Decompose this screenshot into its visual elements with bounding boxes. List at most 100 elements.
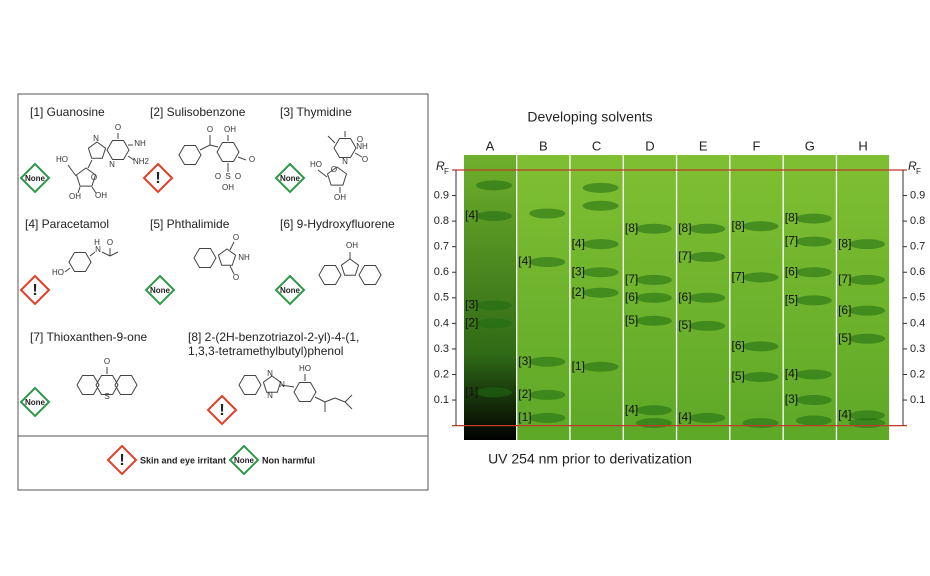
- tick-label: 0.3: [434, 343, 449, 355]
- ring: [95, 375, 119, 395]
- bond: [344, 394, 353, 403]
- bond: [77, 186, 81, 194]
- ring: [106, 140, 130, 160]
- hazard-text: !: [219, 402, 224, 419]
- band: [635, 418, 672, 429]
- ring: [293, 382, 317, 402]
- bond: [101, 251, 111, 257]
- atom-label: O: [331, 165, 337, 174]
- hazard-text: None: [280, 286, 301, 295]
- hazard-text: None: [25, 398, 46, 407]
- band: [582, 267, 619, 278]
- bond: [314, 396, 326, 403]
- band: [529, 257, 566, 268]
- band: [795, 267, 832, 278]
- band-label: [6]: [678, 290, 691, 304]
- band-label: [7]: [785, 234, 798, 248]
- band-label: [6]: [785, 264, 798, 278]
- band-label: [6]: [625, 290, 638, 304]
- band: [689, 320, 726, 331]
- band-label: [5]: [678, 318, 691, 332]
- band: [795, 213, 832, 224]
- atom-label: O: [249, 155, 255, 164]
- band: [582, 239, 619, 250]
- lane: [730, 155, 783, 440]
- band: [582, 361, 619, 372]
- band-label: [8]: [678, 221, 691, 235]
- atom-label: O: [107, 238, 113, 247]
- atom-label: NH: [238, 253, 250, 262]
- band: [742, 221, 779, 232]
- band-label: [7]: [732, 270, 745, 284]
- atom-label: O: [235, 172, 241, 181]
- axis-label: R: [436, 159, 445, 173]
- band-label: [3]: [518, 354, 531, 368]
- band: [849, 305, 886, 316]
- band-label: [3]: [465, 298, 478, 312]
- band: [635, 223, 672, 234]
- atom-label: O: [104, 357, 110, 366]
- bond: [237, 156, 247, 161]
- lane-name: A: [486, 138, 495, 153]
- ring: [340, 258, 360, 276]
- band-label: [2]: [518, 387, 531, 401]
- bond: [280, 384, 295, 388]
- lane-name: G: [805, 138, 815, 153]
- atom-label: NH2: [133, 157, 150, 166]
- tick-label: 0.8: [434, 215, 449, 227]
- bond: [354, 152, 363, 158]
- band: [529, 412, 566, 423]
- compound-name: [8] 2-(2H-benzotriazol-2-yl)-4-(1,: [188, 330, 359, 344]
- band-label: [1]: [572, 359, 585, 373]
- lane-name: E: [699, 138, 708, 153]
- legend-text: Skin and eye irritant: [140, 455, 226, 465]
- band: [476, 318, 512, 329]
- band: [582, 182, 619, 193]
- band-label: [4]: [625, 402, 638, 416]
- bond: [127, 155, 135, 161]
- ring: [318, 265, 342, 285]
- hazard-diamond: [206, 394, 238, 426]
- lane-name: H: [858, 138, 867, 153]
- tick-label: 0.4: [434, 317, 449, 329]
- tick-label: 0.5: [434, 292, 449, 304]
- hazard-text: None: [280, 174, 301, 183]
- band-label: [8]: [785, 211, 798, 225]
- atom-label: H: [94, 238, 100, 247]
- band: [849, 274, 886, 285]
- band-label: [5]: [838, 331, 851, 345]
- lane: [837, 155, 890, 440]
- tick-label: 0.4: [910, 317, 925, 329]
- ring: [193, 248, 217, 268]
- band: [476, 300, 512, 311]
- band-label: [5]: [732, 369, 745, 383]
- bond: [334, 397, 346, 403]
- atom-label: O: [91, 173, 97, 182]
- atom-label: OH: [334, 193, 346, 202]
- ring: [216, 142, 240, 162]
- axis-label-sub: F: [916, 167, 921, 176]
- hazard-text: !: [155, 170, 160, 187]
- band-label: [6]: [732, 339, 745, 353]
- atom-label: N: [267, 369, 273, 378]
- tick-label: 0.2: [910, 368, 925, 380]
- lane-name: D: [645, 138, 654, 153]
- band: [476, 387, 512, 398]
- axis-label: R: [908, 159, 917, 173]
- ring: [75, 167, 97, 187]
- tick-label: 0.5: [910, 292, 925, 304]
- band-label: [8]: [838, 236, 851, 250]
- band: [849, 333, 886, 344]
- atom-label: N: [109, 160, 115, 169]
- lane-name: C: [592, 138, 601, 153]
- atom-label: O: [215, 172, 221, 181]
- compound-name: [2] Sulisobenzone: [150, 105, 246, 119]
- hazard-diamond: [19, 274, 51, 306]
- band-label: [4]: [465, 208, 478, 222]
- band: [742, 341, 779, 352]
- tick-label: 0.9: [910, 189, 925, 201]
- compound-name: [1] Guanosine: [30, 105, 105, 119]
- band: [529, 356, 566, 367]
- ring: [114, 375, 138, 395]
- atom-label: N: [342, 157, 348, 166]
